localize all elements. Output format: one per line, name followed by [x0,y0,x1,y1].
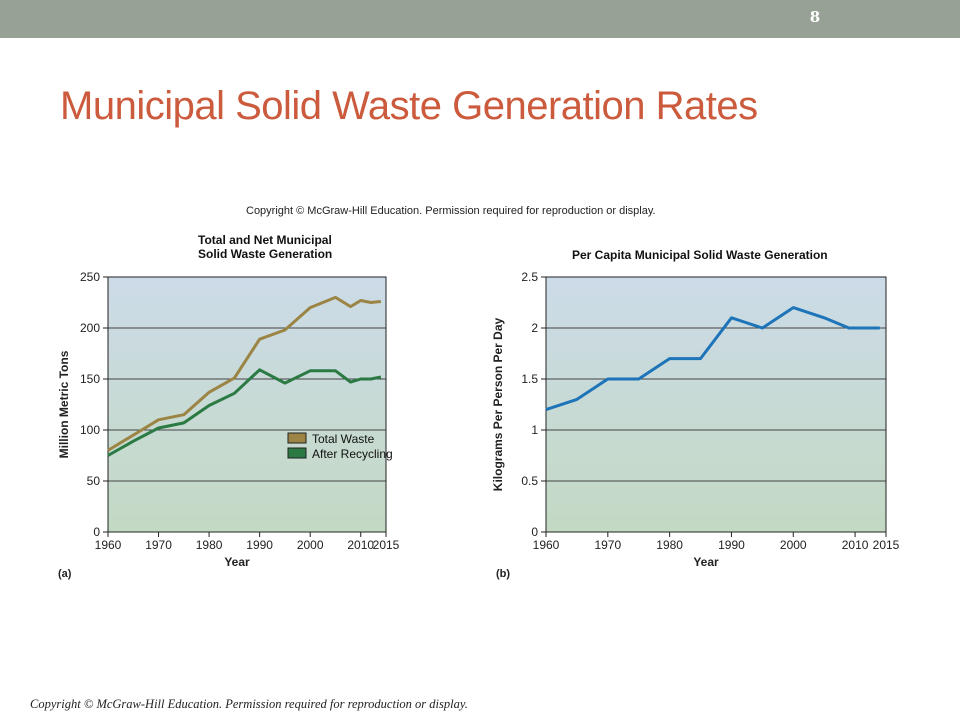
x-tick-label: 1980 [656,538,683,552]
chart-title: Total and Net Municipal [198,233,332,247]
y-tick-label: 0.5 [521,474,538,488]
x-axis-label: Year [224,555,250,569]
legend-label: Total Waste [312,432,375,446]
y-tick-label: 150 [80,372,100,386]
x-tick-label: 2015 [873,538,900,552]
plot-area [108,277,386,532]
chart-panel-a: 0 50 100 150 200 250 1960 1970 1980 1990 2000 20102… [57,233,400,580]
x-tick-label: 1960 [533,538,560,552]
y-axis-label: Kilograms Per Person Per Day [491,317,505,491]
y-tick-label: 2.5 [521,270,538,284]
slide-title: Municipal Solid Waste Generation Rates [60,84,758,128]
panel-label: (a) [58,568,72,580]
legend-label: After Recycling [312,447,393,461]
legend-swatch [287,432,307,444]
chart-title: Per Capita Municipal Solid Waste Generat… [572,248,828,262]
x-tick-label: 2010 [347,538,374,552]
footer-copyright: Copyright © McGraw-Hill Education. Permi… [30,697,468,711]
y-tick-label: 200 [80,321,100,335]
x-tick-label: 1970 [594,538,621,552]
y-tick-label: 2 [531,321,538,335]
y-tick-label: 250 [80,270,100,284]
x-tick-label: 2000 [780,538,807,552]
panel-label: (b) [496,568,510,580]
series-line-per-capita [545,306,880,412]
y-tick-label: 1 [531,423,538,437]
x-tick-label: 1960 [95,538,122,552]
page-number: 8 [809,8,821,26]
x-axis-label: Year [693,555,719,569]
series-line-total-waste [107,295,382,452]
chart-panel-b: 0 0.5 1 1.5 2 2.5 1960 1970 1980 1990 2000 2010 2015… [491,248,900,580]
x-tick-label: 2000 [297,538,324,552]
figure-copyright: Copyright © McGraw-Hill Education. Permi… [246,205,656,217]
y-tick-label: 0 [93,525,100,539]
x-tick-label: 1990 [718,538,745,552]
plot-frame [107,276,387,533]
x-tick-label: 2010 [842,538,869,552]
y-axis-label: Million Metric Tons [57,350,71,458]
plot-frame [545,276,887,533]
x-tick-label: 1970 [145,538,172,552]
legend-swatch [287,447,307,459]
y-tick-label: 1.5 [521,372,538,386]
x-tick-label: 1980 [196,538,223,552]
top-bar [0,0,960,38]
y-tick-label: 100 [80,423,100,437]
y-tick-label: 0 [531,525,538,539]
plot-area [546,277,886,532]
x-tick-label: 2015 [373,538,400,552]
x-tick-label: 1990 [246,538,273,552]
y-tick-label: 50 [87,474,101,488]
chart-title: Solid Waste Generation [198,247,332,261]
series-line-after-recycling [107,368,382,457]
